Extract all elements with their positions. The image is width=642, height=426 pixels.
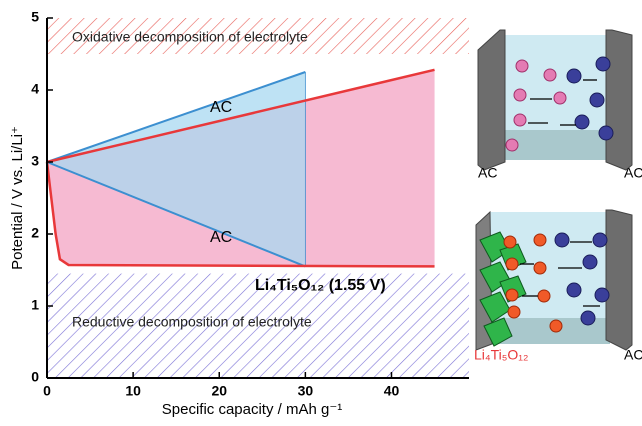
- x-tick-label: 10: [125, 383, 141, 399]
- x-tick-label: 0: [43, 383, 51, 399]
- diagram-lto-ac: [476, 210, 632, 350]
- y-axis-label: Potential / V vs. Li/Li⁺: [9, 126, 26, 270]
- y-tick-label: 2: [31, 225, 39, 241]
- series-label: AC: [210, 229, 232, 246]
- series-label: Li₄Ti₅O₁₂ (1.55 V): [255, 277, 386, 294]
- y-tick-label: 5: [31, 9, 39, 25]
- panel-label: AC: [624, 347, 642, 363]
- panel-label: Li₄Ti₅O₁₂: [474, 347, 528, 363]
- x-tick-label: 30: [298, 383, 314, 399]
- x-tick-label: 40: [384, 383, 400, 399]
- panel-label: AC: [624, 165, 642, 181]
- series-label: AC: [210, 99, 232, 116]
- y-tick-label: 3: [31, 153, 39, 169]
- figure: Oxidative decomposition of electrolyte Re…: [0, 0, 642, 426]
- band-label: Oxidative decomposition of electrolyte: [72, 29, 308, 45]
- y-tick-label: 4: [31, 81, 39, 97]
- y-tick-label: 1: [31, 297, 39, 313]
- band-label: Reductive decomposition of electrolyte: [72, 314, 312, 330]
- panel-label: AC: [478, 165, 497, 181]
- x-axis-label: Specific capacity / mAh g⁻¹: [162, 401, 342, 418]
- plot: Oxidative decomposition of electrolyte Re…: [31, 9, 469, 399]
- diagram-ac-ac: [478, 30, 632, 170]
- x-tick-label: 20: [211, 383, 227, 399]
- y-tick-label: 0: [31, 369, 39, 385]
